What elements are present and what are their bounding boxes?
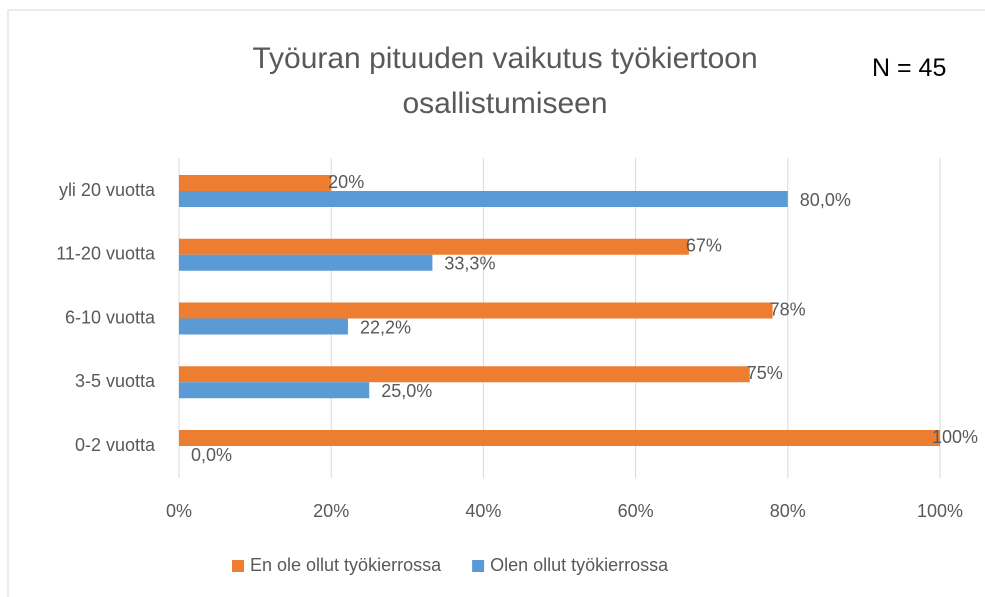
bar [179, 254, 433, 271]
chart-title: Työuran pituuden vaikutus työkiertoon os… [252, 42, 758, 120]
data-label: 22,2% [360, 317, 411, 337]
legend-label: En ole ollut työkierrossa [250, 555, 442, 575]
data-label: 100% [932, 427, 978, 447]
chart-border [7, 9, 985, 597]
y-tick-label: 0-2 vuotta [75, 435, 156, 455]
annotation: N = 45 [872, 54, 947, 82]
x-tick-label: 0% [166, 501, 192, 521]
legend-swatch [232, 560, 244, 572]
data-label: 78% [770, 299, 806, 319]
y-tick-label: 3-5 vuotta [75, 371, 156, 391]
x-tick-label: 100% [917, 501, 963, 521]
x-tick-label: 40% [465, 501, 501, 521]
bar [179, 302, 773, 319]
data-label: 25,0% [381, 381, 432, 401]
x-tick-label: 20% [313, 501, 349, 521]
bar [179, 238, 689, 255]
data-label: 80,0% [800, 190, 851, 210]
y-tick-label: 6-10 vuotta [65, 307, 156, 327]
data-label: 33,3% [444, 254, 495, 274]
bar [179, 175, 332, 191]
bar [179, 318, 348, 335]
x-tick-label: 80% [770, 501, 806, 521]
legend-label: Olen ollut työkierrossa [490, 555, 669, 575]
data-label: 67% [686, 236, 722, 256]
data-label: 75% [747, 363, 783, 383]
y-tick-label: 11-20 vuotta [56, 244, 156, 264]
data-label: 0,0% [191, 445, 232, 465]
y-tick-label: yli 20 vuotta [59, 180, 156, 200]
bar [179, 430, 940, 446]
bar [179, 382, 370, 399]
legend-swatch [472, 560, 485, 572]
bar [179, 366, 750, 383]
data-label: 20% [328, 172, 364, 192]
bar [179, 191, 788, 207]
x-tick-label: 60% [618, 501, 654, 521]
